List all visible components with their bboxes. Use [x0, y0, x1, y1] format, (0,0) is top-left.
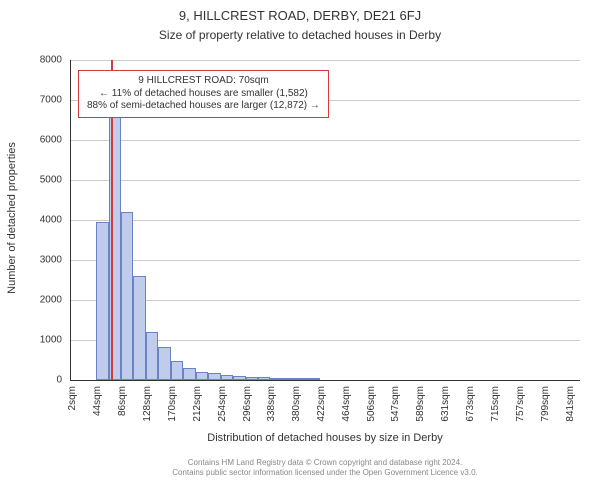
- x-axis-label: Distribution of detached houses by size …: [70, 432, 580, 444]
- histogram-bar: [133, 276, 145, 380]
- x-tick-label: 547sqm: [390, 386, 401, 422]
- grid-line: [70, 180, 580, 181]
- x-tick-label: 44sqm: [92, 386, 103, 416]
- grid-line: [70, 60, 580, 61]
- chart-title: 9, HILLCREST ROAD, DERBY, DE21 6FJ: [0, 8, 600, 23]
- annotation-line: ← 11% of detached houses are smaller (1,…: [87, 88, 320, 101]
- x-tick-label: 296sqm: [242, 386, 253, 422]
- x-tick-label: 799sqm: [540, 386, 551, 422]
- x-tick-label: 254sqm: [217, 386, 228, 422]
- histogram-bar: [196, 372, 208, 380]
- x-tick-label: 86sqm: [117, 386, 128, 416]
- chart-subtitle: Size of property relative to detached ho…: [0, 28, 600, 42]
- x-tick-label: 212sqm: [192, 386, 203, 422]
- attribution-line: Contains HM Land Registry data © Crown c…: [70, 458, 580, 468]
- x-tick-label: 673sqm: [465, 386, 476, 422]
- grid-line: [70, 300, 580, 301]
- histogram-bar: [146, 332, 158, 380]
- grid-line: [70, 140, 580, 141]
- x-tick-label: 422sqm: [316, 386, 327, 422]
- x-tick-label: 2sqm: [67, 386, 78, 410]
- attribution-line: Contains public sector information licen…: [70, 468, 580, 478]
- y-axis-label: Number of detached properties: [6, 58, 18, 378]
- grid-line: [70, 260, 580, 261]
- x-tick-label: 841sqm: [565, 386, 576, 422]
- x-tick-label: 128sqm: [142, 386, 153, 422]
- annotation-box: 9 HILLCREST ROAD: 70sqm ← 11% of detache…: [78, 70, 329, 118]
- x-tick-label: 338sqm: [266, 386, 277, 422]
- y-axis-line: [70, 60, 71, 380]
- x-tick-label: 631sqm: [440, 386, 451, 422]
- x-tick-label: 589sqm: [415, 386, 426, 422]
- x-tick-label: 170sqm: [167, 386, 178, 422]
- annotation-line: 88% of semi-detached houses are larger (…: [87, 100, 320, 113]
- x-tick-label: 464sqm: [341, 386, 352, 422]
- x-tick-label: 715sqm: [490, 386, 501, 422]
- x-tick-label: 506sqm: [366, 386, 377, 422]
- x-tick-label: 757sqm: [515, 386, 526, 422]
- histogram-bar: [96, 222, 108, 380]
- attribution: Contains HM Land Registry data © Crown c…: [70, 458, 580, 477]
- x-tick-label: 380sqm: [291, 386, 302, 422]
- histogram-bar: [183, 368, 195, 380]
- annotation-line: 9 HILLCREST ROAD: 70sqm: [87, 75, 320, 88]
- histogram-bar: [208, 373, 220, 380]
- histogram-bar: [171, 361, 183, 380]
- histogram-bar: [158, 347, 170, 380]
- x-axis-line: [70, 380, 580, 381]
- histogram-bar: [121, 212, 133, 380]
- grid-line: [70, 220, 580, 221]
